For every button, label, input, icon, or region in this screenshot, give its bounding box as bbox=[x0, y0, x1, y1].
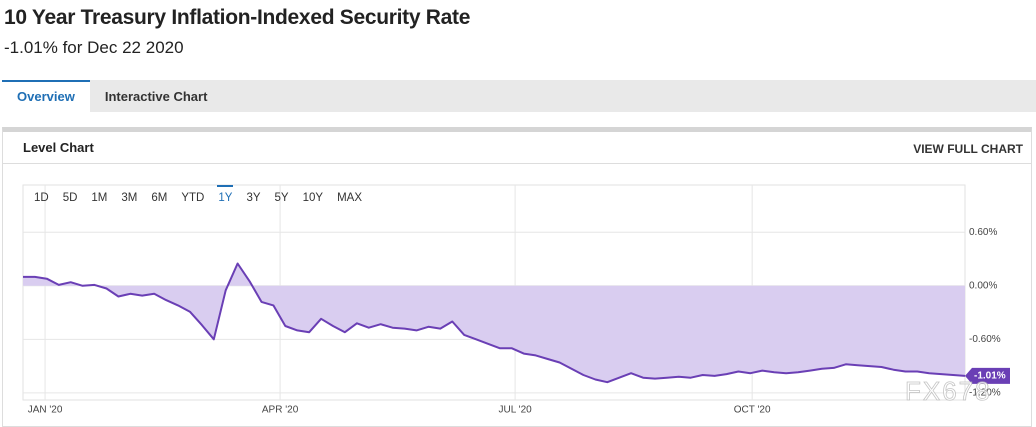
range-buttons: 1D 5D 1M 3M 6M YTD 1Y 3Y 5Y 10Y MAX bbox=[27, 185, 369, 204]
tab-bar: Overview Interactive Chart bbox=[2, 80, 1036, 112]
y-tick-label: -1.20% bbox=[969, 388, 1001, 399]
watermark: FX678 bbox=[905, 376, 992, 406]
area-fill bbox=[23, 263, 965, 383]
view-full-chart[interactable]: VIEW FULL CHART bbox=[913, 142, 1023, 156]
range-button[interactable]: 1D bbox=[34, 192, 49, 204]
range-button[interactable]: 1M bbox=[91, 192, 108, 204]
current-badge bbox=[965, 367, 1010, 384]
x-tick-label: APR '20 bbox=[262, 405, 299, 416]
range-button[interactable]: 6M bbox=[151, 192, 168, 204]
x-tick-label: OCT '20 bbox=[734, 405, 771, 416]
y-tick-label: 0.00% bbox=[969, 280, 997, 291]
range-button[interactable]: MAX bbox=[337, 192, 362, 204]
range-button[interactable]: 3Y bbox=[246, 192, 261, 204]
x-tick-label: JAN '20 bbox=[28, 405, 63, 416]
x-tick-label: JUL '20 bbox=[498, 405, 532, 416]
range-button[interactable]: 5D bbox=[62, 192, 78, 204]
current-label: -1.01% bbox=[974, 371, 1006, 382]
y-tick-label: 0.60% bbox=[969, 227, 997, 238]
range-button[interactable]: 10Y bbox=[302, 192, 324, 204]
tab[interactable]: Interactive Chart bbox=[104, 89, 208, 104]
tab[interactable]: Overview bbox=[2, 80, 90, 112]
range-button[interactable]: 5Y bbox=[274, 192, 289, 204]
y-tick-label: -0.60% bbox=[969, 334, 1001, 345]
panel-title: Level Chart bbox=[23, 140, 94, 155]
range-button[interactable]: YTD bbox=[181, 192, 205, 204]
page-title: 10 Year Treasury Inflation-Indexed Secur… bbox=[4, 6, 471, 29]
page-subtitle: -1.01% for Dec 22 2020 bbox=[4, 38, 184, 57]
line bbox=[23, 262, 966, 384]
range-button[interactable]: 1Y bbox=[211, 185, 239, 204]
range-button[interactable]: 3M bbox=[121, 192, 138, 204]
